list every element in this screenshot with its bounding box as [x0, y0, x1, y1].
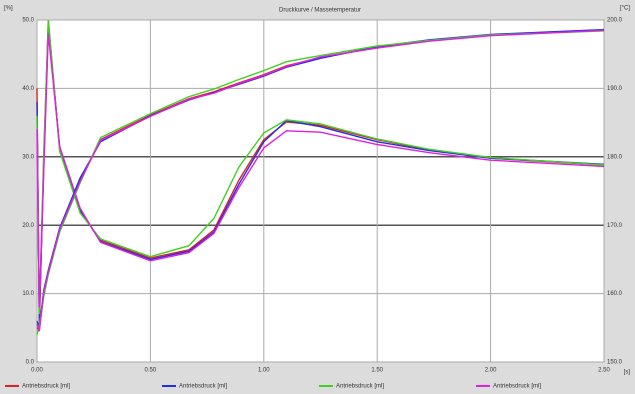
y2-tick-label: 170.0 [607, 223, 623, 229]
y2-axis-label: [°C] [620, 6, 630, 12]
y-tick-label: 50.0 [22, 18, 34, 24]
y-axis-label: [%] [4, 6, 13, 12]
legend-label: Antriebsdruck [ml] [22, 384, 70, 390]
x-tick-label: 0.50 [145, 368, 157, 374]
series-line [36, 33, 605, 308]
x-axis-unit: [s] [624, 370, 631, 376]
x-tick-label: 0.00 [31, 368, 43, 374]
x-tick-label: 2.50 [598, 368, 610, 374]
y-tick-label: 20.0 [22, 223, 34, 229]
plot-area [36, 19, 605, 363]
y2-tick-label: 190.0 [607, 86, 623, 92]
series-line [36, 29, 605, 332]
chart-title: Druckkurve / Massetemperatur [279, 8, 361, 14]
x-tick-label: 1.00 [258, 368, 270, 374]
y2-tick-label: 160.0 [607, 291, 623, 297]
legend-label: Antriebsdruck [ml] [493, 384, 541, 390]
legend-label: Antriebsdruck [ml] [336, 384, 384, 390]
x-tick-label: 2.00 [485, 368, 497, 374]
y-tick-label: 0.0 [26, 360, 35, 366]
y-tick-label: 30.0 [22, 154, 34, 160]
y2-tick-label: 150.0 [607, 360, 623, 366]
y-tick-label: 10.0 [22, 291, 34, 297]
y-tick-label: 40.0 [22, 86, 34, 92]
x-tick-label: 1.50 [371, 368, 383, 374]
y2-tick-label: 200.0 [607, 18, 623, 24]
y2-tick-label: 180.0 [607, 154, 623, 160]
legend-label: Antriebsdruck [ml] [179, 384, 227, 390]
